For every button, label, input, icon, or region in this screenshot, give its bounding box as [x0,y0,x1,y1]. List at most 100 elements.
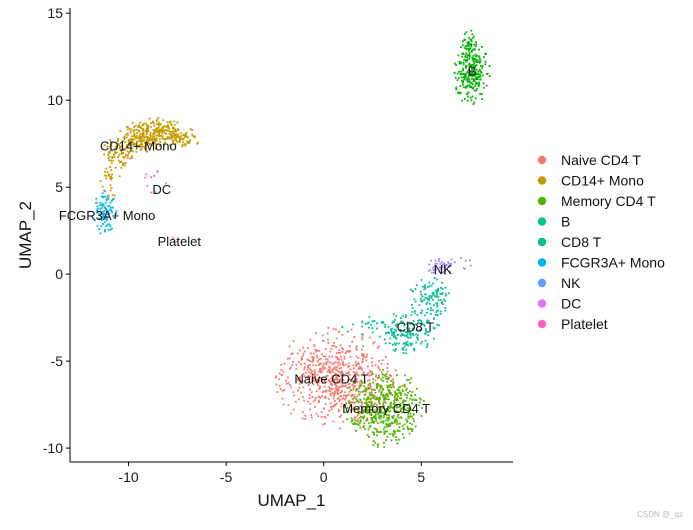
data-point [133,138,136,140]
data-point [314,348,317,351]
data-point [471,83,474,86]
data-point [467,75,470,78]
data-point [468,70,471,73]
data-point [109,177,111,180]
data-point [312,379,315,382]
data-point [405,408,407,411]
data-point [370,391,373,393]
data-point [310,372,313,375]
data-point [159,129,161,132]
data-point [360,411,362,413]
data-point [377,406,380,408]
data-point [441,300,444,303]
data-point [394,335,397,338]
data-point [468,48,471,51]
data-point [127,139,130,142]
data-point [376,407,379,409]
data-point [314,380,317,383]
data-point [153,140,156,142]
data-point [368,426,371,429]
data-point [394,418,397,420]
data-point [106,171,109,174]
data-point [333,393,335,396]
data-point [406,409,409,412]
data-point [367,422,370,425]
data-point [402,428,405,430]
data-point [395,329,397,332]
data-point [300,363,302,365]
data-point [352,381,355,383]
data-point [170,124,173,126]
data-point [319,386,321,389]
data-point [105,175,108,177]
data-point [335,366,338,369]
data-point [410,377,413,380]
data-point [335,373,337,376]
data-point [328,389,331,392]
data-point [135,128,138,131]
data-point [124,155,127,158]
data-point [372,440,375,442]
data-point [464,75,467,78]
data-point [147,136,149,138]
data-point [327,341,330,344]
data-point [444,286,447,289]
data-point [435,292,438,295]
data-point [155,139,158,142]
data-point [466,99,469,102]
data-point [418,397,421,400]
data-point [476,59,479,61]
data-point [303,350,306,353]
data-point [337,393,339,396]
data-point [144,176,147,179]
data-point [98,217,101,220]
data-point [302,352,305,355]
data-point [292,340,295,343]
data-point [343,357,346,360]
data-point [448,292,450,295]
data-point [309,408,311,411]
data-point [321,378,323,381]
data-point [102,196,104,199]
data-point [169,120,172,123]
data-point [361,354,363,357]
data-point [392,406,394,409]
data-point [118,147,121,149]
data-point [392,320,395,323]
data-point [475,68,478,71]
data-point [120,161,123,164]
data-point [362,354,365,357]
data-point [413,420,415,423]
data-point [138,125,140,127]
data-point [467,45,470,47]
data-point [431,271,433,274]
data-point [105,219,108,222]
data-point [399,403,402,405]
data-point [440,302,443,304]
data-point [164,138,166,141]
data-point [389,391,392,394]
data-point [442,298,445,301]
data-point [413,348,416,351]
data-point [130,141,133,144]
series-cd8-t [341,277,450,355]
data-point [334,387,337,390]
data-point [302,373,305,375]
data-point [396,399,399,401]
data-point [437,299,440,302]
data-point [352,382,355,385]
data-point [126,128,129,131]
data-point [392,383,394,385]
data-point [363,397,366,400]
data-point [311,378,314,381]
data-point [135,134,138,137]
data-point [158,126,160,129]
data-point [132,150,134,153]
data-point [328,379,330,381]
data-point [361,361,363,364]
data-point [307,359,310,362]
data-point [95,209,98,212]
data-point [430,295,433,298]
data-point [340,367,342,369]
data-point [396,325,399,328]
